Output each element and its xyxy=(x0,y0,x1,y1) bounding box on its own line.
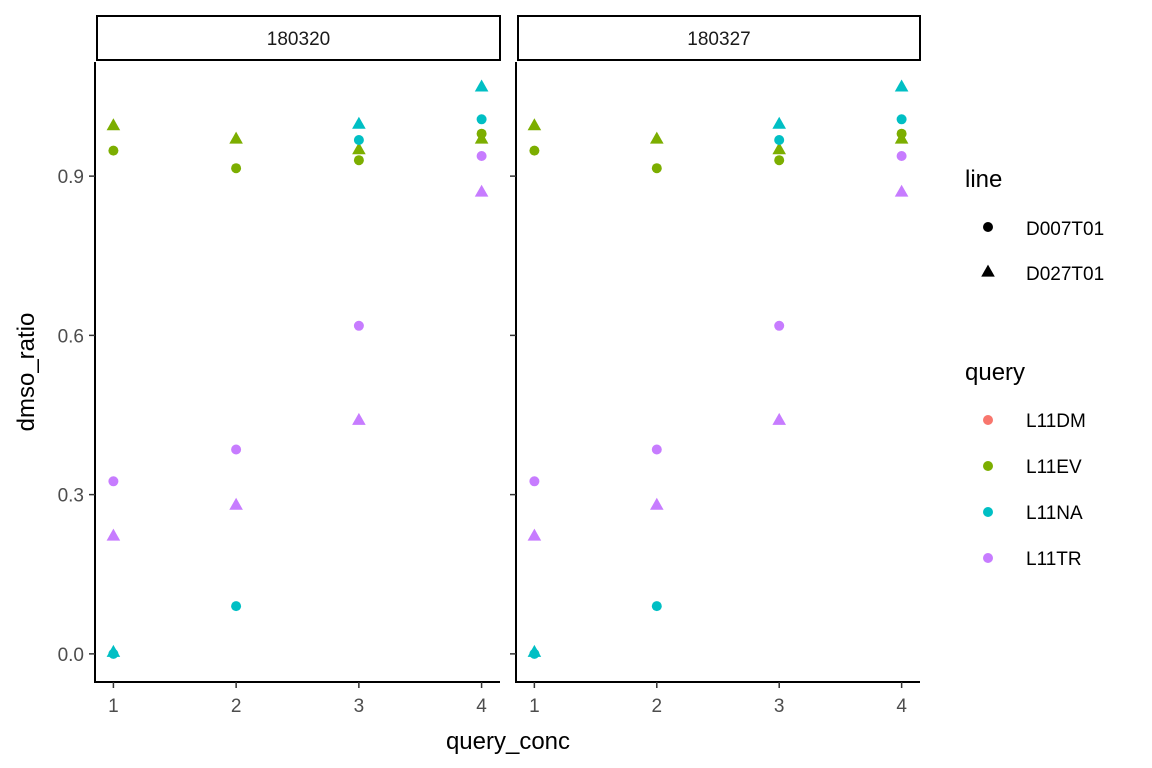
data-point xyxy=(106,644,121,657)
x-tick-label: 4 xyxy=(476,696,487,717)
data-point xyxy=(772,412,786,425)
y-tick-label: 0.3 xyxy=(58,486,84,507)
data-point xyxy=(772,142,786,155)
data-point xyxy=(353,135,364,145)
legend-label: L11TR xyxy=(1026,549,1082,570)
data-point xyxy=(476,151,487,161)
facet-panel: 180320 0.0 0.3 0.6 0.9 1 2 3 4 xyxy=(58,15,501,717)
data-point xyxy=(353,320,364,331)
facet-panel: 180327 1 2 3 4 xyxy=(510,15,921,717)
x-tick-label: 1 xyxy=(108,696,119,717)
data-point xyxy=(476,114,487,125)
data-point xyxy=(894,79,909,92)
legend-label: D027T01 xyxy=(1026,264,1104,285)
data-points xyxy=(106,79,489,659)
data-point xyxy=(352,116,366,129)
data-point xyxy=(650,131,664,144)
data-point xyxy=(772,116,786,129)
legend: line query D007T01 D027T01 L11DM L11EV L11NA… xyxy=(965,166,1104,570)
data-point xyxy=(894,131,909,144)
x-tick-label: 4 xyxy=(896,696,907,717)
data-point xyxy=(229,131,243,144)
data-point xyxy=(527,644,542,657)
facet-strip-label: 180320 xyxy=(267,29,330,50)
legend-item: D007T01 xyxy=(983,219,1104,240)
data-point xyxy=(231,163,242,174)
data-point xyxy=(651,163,662,174)
legend-label: L11NA xyxy=(1026,503,1083,524)
data-point xyxy=(527,118,542,131)
x-tick-label: 3 xyxy=(774,696,785,717)
legend-label: L11EV xyxy=(1026,457,1082,478)
x-tick-label: 1 xyxy=(529,696,540,717)
data-point xyxy=(106,118,121,131)
data-point xyxy=(774,155,785,166)
data-point xyxy=(474,184,489,197)
data-point xyxy=(527,528,542,541)
data-point xyxy=(650,497,664,510)
data-point xyxy=(353,155,364,166)
facet-strip xyxy=(517,15,921,61)
data-point xyxy=(651,601,662,612)
axis-titles: query_conc dmso_ratio xyxy=(13,313,570,755)
data-point xyxy=(108,145,119,156)
legend-key xyxy=(983,553,993,563)
data-point xyxy=(229,497,243,510)
legend-item: L11TR xyxy=(983,549,1082,570)
y-tick-label: 0.0 xyxy=(58,645,84,666)
data-point xyxy=(896,114,907,125)
x-tick-label: 3 xyxy=(354,696,365,717)
data-point xyxy=(896,151,907,161)
data-point xyxy=(106,528,121,541)
legend-item: L11NA xyxy=(983,503,1083,524)
data-point xyxy=(352,142,366,155)
legend-key xyxy=(983,415,993,425)
data-points xyxy=(527,79,909,659)
legend-title-query: query xyxy=(965,359,1025,386)
data-point xyxy=(231,601,242,612)
x-tick-label: 2 xyxy=(651,696,662,717)
legend-key xyxy=(983,222,993,232)
facet-strip-label: 180327 xyxy=(687,29,750,50)
data-point xyxy=(474,131,489,144)
legend-key xyxy=(983,461,993,471)
y-axis-title: dmso_ratio xyxy=(13,313,40,432)
facet-strip xyxy=(96,15,501,61)
legend-label: D007T01 xyxy=(1026,219,1104,240)
data-point xyxy=(529,476,540,487)
y-tick-label: 0.9 xyxy=(58,167,84,188)
data-point xyxy=(231,444,242,455)
data-point xyxy=(529,145,540,156)
y-tick-label: 0.6 xyxy=(58,326,84,347)
legend-label: L11DM xyxy=(1026,411,1086,432)
data-point xyxy=(108,476,119,487)
legend-key xyxy=(981,264,995,277)
data-point xyxy=(894,184,909,197)
x-axis-title: query_conc xyxy=(446,728,570,755)
data-point xyxy=(474,79,489,92)
legend-item: D027T01 xyxy=(981,264,1104,285)
legend-title-line: line xyxy=(965,166,1002,193)
data-point xyxy=(774,320,785,331)
data-point xyxy=(651,444,662,455)
x-tick-label: 2 xyxy=(231,696,242,717)
data-point xyxy=(774,135,785,145)
facet-panels: 180320 0.0 0.3 0.6 0.9 1 2 3 4 180327 1 2 3 4 xyxy=(58,15,921,717)
legend-item: L11DM xyxy=(983,411,1086,432)
data-point xyxy=(352,412,366,425)
legend-item: L11EV xyxy=(983,457,1082,478)
legend-key xyxy=(983,507,993,517)
